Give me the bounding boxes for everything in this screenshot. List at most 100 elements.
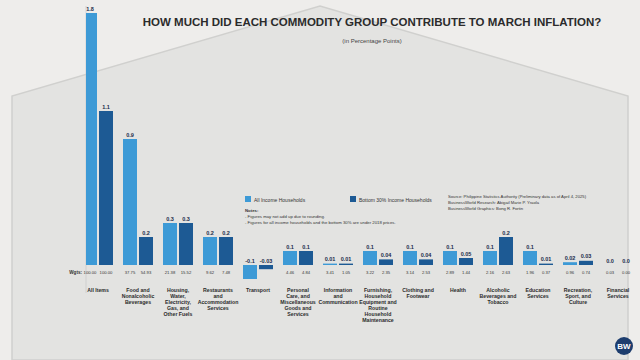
bar bbox=[539, 264, 553, 265]
bar bbox=[603, 265, 617, 266]
legend-label: All Income Households bbox=[254, 197, 306, 203]
weight: 3.14 bbox=[406, 270, 415, 275]
bar bbox=[363, 251, 377, 265]
category-label: Clothing andFootwear bbox=[402, 287, 434, 299]
bar bbox=[379, 259, 393, 265]
subtitle: (in Percentage Points) bbox=[342, 38, 401, 44]
bar bbox=[443, 251, 457, 265]
weight: 3.22 bbox=[366, 270, 375, 275]
weight: 100.00 bbox=[100, 270, 113, 275]
weight: 1.96 bbox=[526, 270, 535, 275]
weight: 2.53 bbox=[422, 270, 431, 275]
data-label: 0.3 bbox=[166, 216, 174, 222]
category-label: FinancialServices bbox=[607, 287, 630, 299]
bar bbox=[419, 259, 433, 265]
weight: 15.52 bbox=[181, 270, 192, 275]
bar bbox=[323, 264, 337, 265]
data-label: 1.8 bbox=[86, 6, 94, 12]
data-label: 0.02 bbox=[565, 255, 576, 261]
category-label-line: Footwear bbox=[406, 293, 429, 299]
data-label: 0.04 bbox=[421, 252, 433, 258]
category-label-line: Services bbox=[527, 293, 548, 299]
data-label: 0.01 bbox=[541, 256, 552, 262]
bar bbox=[579, 261, 593, 265]
category-label: InformationandCommunication bbox=[318, 287, 357, 305]
legend-swatch bbox=[245, 196, 251, 202]
note: - Figures for all income households and … bbox=[245, 220, 396, 225]
bar bbox=[163, 223, 177, 265]
weight: 0.96 bbox=[566, 270, 575, 275]
category-label: All Items bbox=[87, 287, 109, 293]
data-label: 0.0 bbox=[606, 258, 614, 264]
data-label: 0.04 bbox=[381, 252, 393, 258]
data-label: -0.03 bbox=[260, 258, 273, 264]
background bbox=[0, 0, 640, 360]
bar bbox=[203, 237, 217, 265]
category-label-line: Services bbox=[207, 305, 228, 311]
category-label-line: Services bbox=[287, 311, 308, 317]
weight: 2.35 bbox=[382, 270, 391, 275]
category-label-line: Services bbox=[607, 293, 628, 299]
category-label: RestaurantsandAccommodationServices bbox=[198, 287, 239, 311]
source: Source: Philippine Statistics Authority … bbox=[448, 194, 587, 199]
data-label: 0.03 bbox=[581, 253, 592, 259]
data-label: 0.1 bbox=[446, 244, 454, 250]
bars bbox=[86, 13, 593, 279]
data-label: 0.1 bbox=[286, 244, 294, 250]
category-label: AlcoholicBeverages andTobacco bbox=[480, 287, 517, 305]
bar bbox=[123, 139, 137, 265]
category-label: Recreation,Sport, andCulture bbox=[564, 287, 593, 305]
category-label-line: Beverages bbox=[125, 299, 151, 305]
bar bbox=[219, 237, 233, 265]
data-label: 0.3 bbox=[182, 216, 190, 222]
data-label: 0.2 bbox=[206, 230, 214, 236]
bar bbox=[403, 251, 417, 265]
category-label-line: Tobacco bbox=[488, 299, 509, 305]
category-label: EducationServices bbox=[525, 287, 550, 299]
category-label: Food andNonalcoholicBeverages bbox=[122, 287, 155, 305]
category-label: Furnishing,HouseholdEquipment andRoutine… bbox=[359, 287, 396, 323]
title: HOW MUCH DID EACH COMMODITY GROUP CONTRI… bbox=[143, 16, 602, 28]
bar bbox=[483, 251, 497, 265]
bar bbox=[619, 265, 633, 266]
note: - Figures may not add up due to rounding… bbox=[245, 214, 325, 219]
data-label: -0.1 bbox=[245, 258, 254, 264]
weight: 7.48 bbox=[222, 270, 231, 275]
bar bbox=[523, 251, 537, 265]
data-label: 0.2 bbox=[222, 230, 230, 236]
house-shape bbox=[12, 6, 628, 360]
bar bbox=[86, 13, 97, 265]
weight: 54.93 bbox=[141, 270, 152, 275]
logo-badge bbox=[615, 337, 633, 355]
data-label: 0.1 bbox=[486, 244, 494, 250]
data-label: 0.05 bbox=[461, 251, 472, 257]
category-label-line: Maintenance bbox=[362, 317, 394, 323]
weight: 37.75 bbox=[125, 270, 136, 275]
data-label: 0.1 bbox=[302, 244, 310, 250]
category-label: Transport bbox=[246, 287, 270, 293]
weight: 2.16 bbox=[486, 270, 495, 275]
data-label: 0.01 bbox=[341, 256, 352, 262]
legend-swatch bbox=[350, 196, 356, 202]
bar bbox=[283, 251, 297, 265]
data-label: 1.1 bbox=[102, 104, 110, 110]
weight: 0.00 bbox=[622, 270, 631, 275]
bar bbox=[259, 265, 273, 269]
logo: BW bbox=[617, 342, 631, 351]
data-label: 0.1 bbox=[406, 244, 414, 250]
category-label-line: Other Fuels bbox=[164, 311, 193, 317]
category-label-line: Transport bbox=[246, 287, 270, 293]
weight: 0.37 bbox=[542, 270, 551, 275]
chart: HOW MUCH DID EACH COMMODITY GROUP CONTRI… bbox=[0, 0, 640, 360]
data-label: 0.2 bbox=[142, 230, 150, 236]
bar bbox=[99, 111, 113, 265]
weight: 21.38 bbox=[165, 270, 176, 275]
category-label-line: Culture bbox=[569, 299, 587, 305]
category-label-line: Health bbox=[450, 287, 466, 293]
data-label: 0.0 bbox=[622, 258, 630, 264]
source: BusinessWorld Graphics: Bong R. Fortin bbox=[448, 206, 524, 211]
source: BusinessWorld Research: Abigail Marie P.… bbox=[448, 200, 540, 205]
bar bbox=[459, 258, 473, 265]
bar bbox=[243, 265, 257, 279]
data-label: 0.9 bbox=[126, 132, 134, 138]
